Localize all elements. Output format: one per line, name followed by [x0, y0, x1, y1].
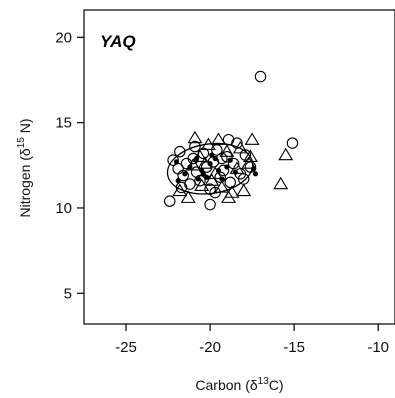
y-axis-label: Nitrogen (δ15 N) — [16, 118, 33, 217]
data-point-circle — [175, 181, 188, 194]
data-point-triangle — [244, 132, 260, 145]
data-point-circle — [189, 140, 201, 153]
x-axis-label: Carbon (δ13C) — [195, 376, 283, 393]
data-point-triangle — [172, 183, 188, 197]
plot-frame — [83, 9, 395, 325]
data-point-triangle — [180, 190, 196, 203]
x-tick-label: -15 — [283, 339, 305, 356]
x-axis-label-suffix: C) — [269, 377, 284, 393]
data-point-triangle — [211, 132, 226, 145]
data-point-dot — [207, 160, 213, 167]
data-point-triangle — [214, 180, 230, 193]
data-point-circle — [224, 176, 237, 189]
y-ticks: 5 10 15 20 — [55, 29, 84, 302]
data-point-dot — [209, 152, 215, 158]
x-axis-label-sup: 13 — [258, 376, 270, 387]
x-tick-label: -20 — [199, 339, 221, 356]
data-point-dot — [173, 159, 180, 165]
x-tick-label: -10 — [367, 339, 389, 356]
data-point-triangle — [221, 190, 237, 203]
data-point-circle — [174, 145, 186, 158]
data-point-dot — [227, 157, 233, 163]
data-point-dot — [194, 155, 200, 162]
panel-title: YAQ — [100, 32, 136, 51]
data-point-triangle — [241, 156, 257, 169]
x-tick-label: -25 — [115, 339, 137, 356]
data-point-triangle — [204, 173, 220, 186]
data-point-dot — [175, 178, 181, 184]
data-point-triangle — [236, 183, 252, 197]
data-point-dot — [204, 174, 210, 180]
data-point-dot — [219, 176, 225, 182]
data-point-dot — [251, 166, 257, 172]
data-point-triangle — [187, 130, 203, 144]
data-point-circle — [286, 137, 299, 149]
data-point-triangle — [207, 166, 223, 180]
data-point-dot — [200, 171, 206, 177]
y-tick-label: 10 — [55, 200, 72, 217]
data-point-triangle — [232, 140, 248, 154]
data-point-dot — [224, 164, 230, 170]
data-point-circle — [194, 174, 206, 187]
data-point-dot — [182, 171, 188, 177]
data-point-circle — [204, 198, 216, 211]
points-layer — [163, 70, 299, 211]
data-point-dot — [232, 169, 238, 175]
data-point-dot — [252, 171, 259, 177]
data-point-dot — [187, 164, 193, 170]
data-point-triangle — [242, 149, 258, 162]
y-tick-label: 15 — [55, 115, 72, 132]
x-axis-label-prefix: Carbon (δ — [195, 377, 257, 393]
data-point-dot — [195, 176, 201, 182]
data-point-triangle — [278, 147, 294, 161]
data-point-circle — [163, 195, 176, 207]
data-point-triangle — [219, 144, 235, 157]
y-tick-label: 20 — [55, 29, 72, 46]
y-tick-label: 5 — [64, 285, 72, 302]
data-point-dot — [215, 167, 222, 174]
data-point-dot — [212, 155, 218, 162]
y-axis-label-prefix: Nitrogen (δ — [17, 148, 33, 217]
x-ticks: -25 -20 -15 -10 — [115, 324, 389, 356]
data-point-circle — [222, 133, 235, 146]
data-point-circle — [177, 169, 189, 182]
data-point-circle — [254, 70, 267, 83]
data-point-triangle — [273, 176, 289, 190]
y-axis-label-sup: 15 — [16, 137, 27, 149]
y-axis-label-suffix: N) — [17, 118, 33, 137]
